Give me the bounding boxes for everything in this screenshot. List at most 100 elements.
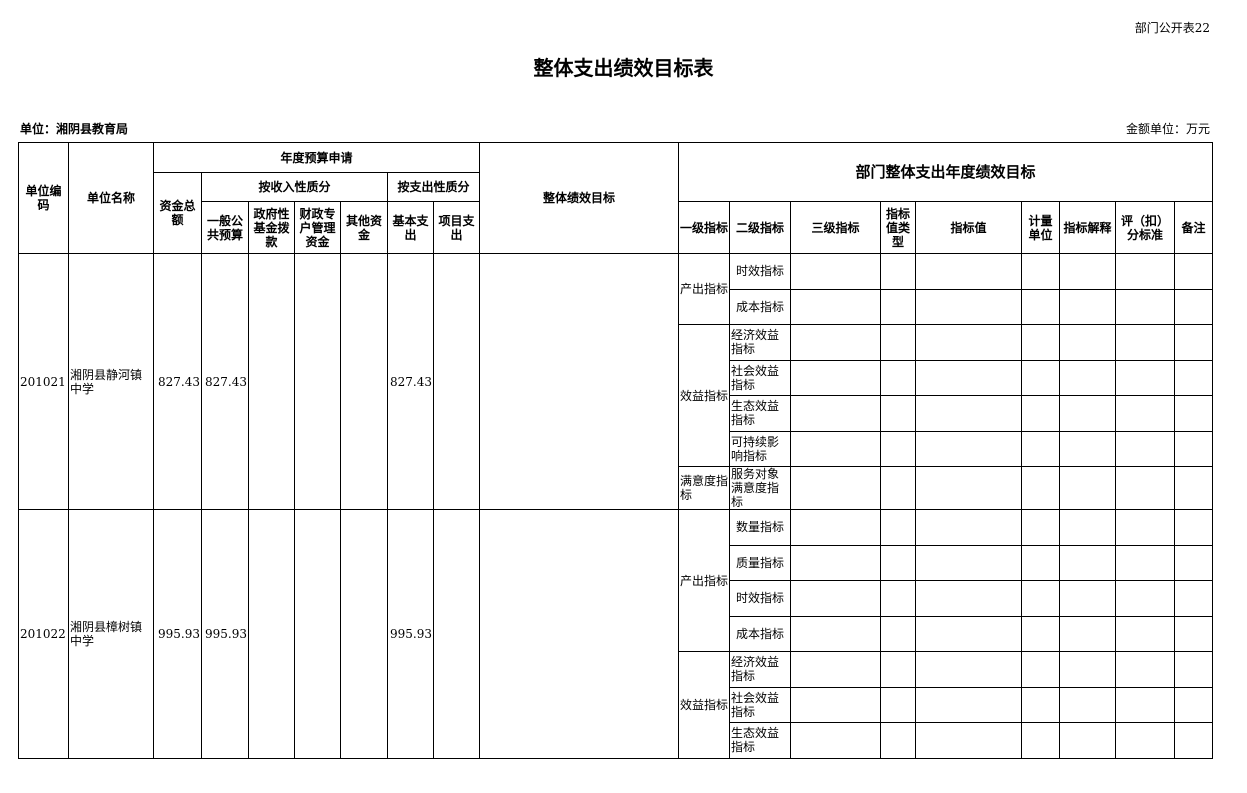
level2-indicator: 经济效益指标 xyxy=(729,324,791,361)
score-standard xyxy=(1115,722,1175,759)
level2-indicator: 时效指标 xyxy=(729,253,791,290)
total-amount: 995.93 xyxy=(153,509,202,759)
measure-unit xyxy=(1021,722,1060,759)
score-standard xyxy=(1115,580,1175,617)
indicator-value xyxy=(915,324,1022,361)
level2-indicator: 服务对象满意度指标 xyxy=(729,466,791,510)
score-standard xyxy=(1115,324,1175,361)
measure-unit xyxy=(1021,509,1060,546)
measure-unit xyxy=(1021,466,1060,510)
level2-indicator: 社会效益指标 xyxy=(729,686,791,723)
measure-unit xyxy=(1021,253,1060,290)
level2-indicator: 成本指标 xyxy=(729,288,791,325)
indicator-explain xyxy=(1059,288,1116,325)
note xyxy=(1174,324,1213,361)
note xyxy=(1174,253,1213,290)
header-score: 评（扣）分标准 xyxy=(1115,201,1175,254)
level2-indicator: 社会效益指标 xyxy=(729,359,791,396)
value-type xyxy=(880,686,916,723)
header-general: 一般公共预算 xyxy=(201,201,249,254)
page-title: 整体支出绩效目标表 xyxy=(533,56,714,80)
level3-indicator xyxy=(790,395,881,432)
value-type xyxy=(880,651,916,688)
note xyxy=(1174,430,1213,467)
header-other: 其他资金 xyxy=(340,201,388,254)
value-type xyxy=(880,324,916,361)
score-standard xyxy=(1115,395,1175,432)
table-row: 社会效益指标 xyxy=(19,686,1213,723)
score-standard xyxy=(1115,509,1175,546)
measure-unit xyxy=(1021,430,1060,467)
overall-goal xyxy=(479,509,679,759)
indicator-explain xyxy=(1059,722,1116,759)
unit-code: 201022 xyxy=(18,509,69,759)
table-row: 满意度指标 服务对象满意度指标 xyxy=(19,466,1213,510)
level2-indicator: 时效指标 xyxy=(729,580,791,617)
table-row: 成本指标 xyxy=(19,615,1213,652)
header-unit-name: 单位名称 xyxy=(68,142,154,254)
value-type xyxy=(880,544,916,581)
header-l2: 二级指标 xyxy=(729,201,791,254)
indicator-explain xyxy=(1059,544,1116,581)
money-unit: 金额单位：万元 xyxy=(1125,122,1210,136)
note xyxy=(1174,722,1213,759)
table-row: 201022 湘阴县樟树镇中学 995.93 995.93 995.93 产出指标 数量指标 xyxy=(18,509,1213,759)
value-type xyxy=(880,288,916,325)
general-budget: 995.93 xyxy=(201,509,249,759)
project-expense xyxy=(433,509,480,759)
indicator-explain xyxy=(1059,395,1116,432)
table-row: 时效指标 xyxy=(19,580,1213,617)
measure-unit xyxy=(1021,651,1060,688)
measure-unit xyxy=(1021,686,1060,723)
indicator-value xyxy=(915,651,1022,688)
value-type xyxy=(880,509,916,546)
level3-indicator xyxy=(790,580,881,617)
unit-name: 湘阴县静河镇中学 xyxy=(68,253,154,510)
header-note: 备注 xyxy=(1174,201,1213,254)
level2-indicator: 质量指标 xyxy=(729,544,791,581)
level2-indicator: 生态效益指标 xyxy=(729,395,791,432)
level1-indicator: 产出指标 xyxy=(678,509,730,652)
indicator-value xyxy=(915,615,1022,652)
total-amount: 827.43 xyxy=(153,253,202,510)
header-measure: 计量单位 xyxy=(1021,201,1060,254)
value-type xyxy=(880,359,916,396)
level3-indicator xyxy=(790,615,881,652)
note xyxy=(1174,288,1213,325)
indicator-value xyxy=(915,288,1022,325)
measure-unit xyxy=(1021,324,1060,361)
header-unit-code: 单位编码 xyxy=(18,142,69,254)
header-basic: 基本支出 xyxy=(387,201,434,254)
level3-indicator xyxy=(790,324,881,361)
measure-unit xyxy=(1021,580,1060,617)
level3-indicator xyxy=(790,466,881,510)
level2-indicator: 可持续影响指标 xyxy=(729,430,791,467)
special-fund xyxy=(294,509,341,759)
value-type xyxy=(880,580,916,617)
score-standard xyxy=(1115,686,1175,723)
indicator-explain xyxy=(1059,509,1116,546)
value-type xyxy=(880,615,916,652)
note xyxy=(1174,359,1213,396)
table-row: 社会效益指标 xyxy=(19,359,1213,396)
header-value: 指标值 xyxy=(915,201,1022,254)
basic-expense: 827.43 xyxy=(387,253,434,510)
note xyxy=(1174,395,1213,432)
measure-unit xyxy=(1021,288,1060,325)
general-budget: 827.43 xyxy=(201,253,249,510)
note xyxy=(1174,509,1213,546)
overall-goal xyxy=(479,253,679,510)
note xyxy=(1174,615,1213,652)
measure-unit xyxy=(1021,615,1060,652)
indicator-value xyxy=(915,509,1022,546)
indicator-explain xyxy=(1059,359,1116,396)
score-standard xyxy=(1115,651,1175,688)
value-type xyxy=(880,722,916,759)
header-l1: 一级指标 xyxy=(678,201,730,254)
performance-table: 单位编码 单位名称 年度预算申请 整体绩效目标 部门整体支出年度绩效目标 资金总… xyxy=(18,142,1213,759)
indicator-explain xyxy=(1059,615,1116,652)
table-row: 201021 湘阴县静河镇中学 827.43 827.43 827.43 产出指标 时效指标 xyxy=(18,253,1213,510)
level1-indicator: 满意度指标 xyxy=(678,466,730,510)
score-standard xyxy=(1115,359,1175,396)
score-standard xyxy=(1115,288,1175,325)
